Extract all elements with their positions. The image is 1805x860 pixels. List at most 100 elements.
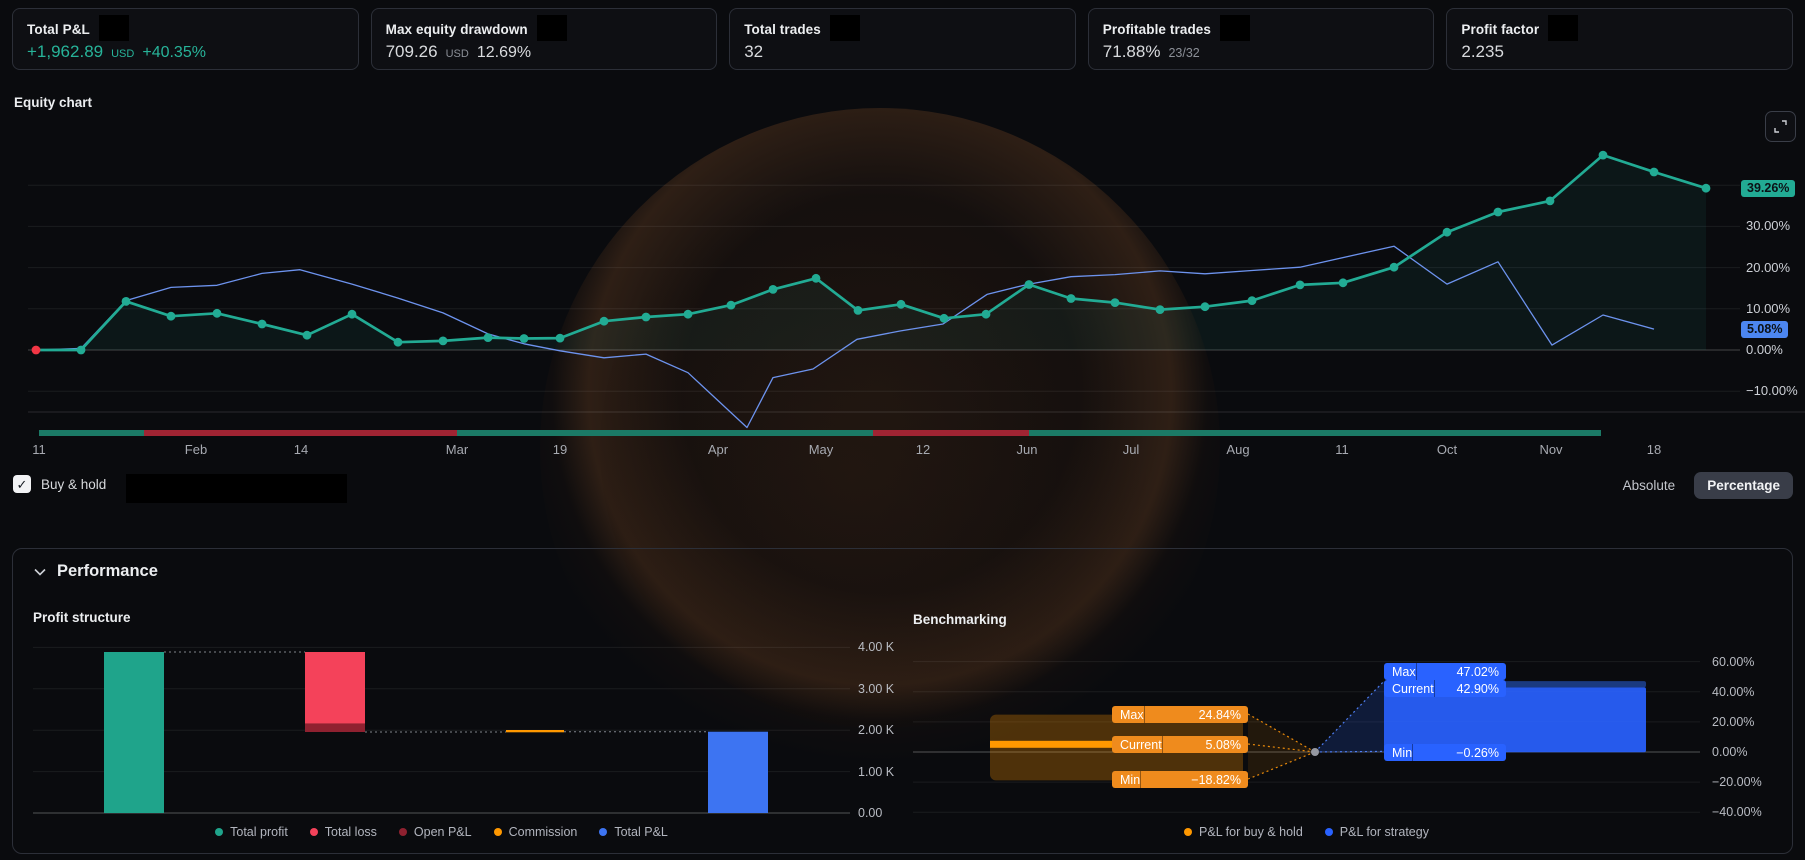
stat-card-value: +1,962.89	[27, 42, 104, 61]
legend-item: Total P&L	[599, 825, 668, 839]
stat-card-value: 71.88%	[1102, 42, 1161, 61]
legend-item: Open P&L	[398, 825, 472, 839]
range-value: 5.08%	[1161, 736, 1248, 753]
range-value: −18.82%	[1140, 771, 1248, 788]
y-axis-label: −40.00%	[1712, 805, 1762, 820]
x-axis-date-label: Mar	[445, 442, 469, 457]
x-axis-date-label: Aug	[1226, 442, 1250, 457]
y-axis-label: 0.00%	[1712, 745, 1748, 759]
stat-card-value-row: 709.26 USD 12.69%	[386, 42, 703, 62]
range-value: 47.02%	[1415, 663, 1506, 680]
y-axis-label: 20.00%	[1746, 259, 1791, 275]
stat-card-title: Total P&L	[27, 22, 90, 37]
buy-hold-toggle[interactable]: ✓ Buy & hold	[13, 475, 106, 493]
chevron-down-icon	[34, 568, 46, 576]
stat-card-value-row: 2.235	[1461, 42, 1778, 62]
stat-card-title-row: Profit factor	[1461, 15, 1778, 41]
y-axis-label: 3.00 K	[858, 681, 895, 696]
stat-card-title: Total trades	[744, 22, 821, 37]
range-label-row: Current 42.90%	[1384, 680, 1506, 697]
y-axis-label: 10.00%	[1746, 300, 1791, 316]
x-axis-date-label: 18	[1646, 442, 1662, 457]
x-axis-date-label: Jul	[1122, 442, 1140, 457]
range-value: 24.84%	[1143, 706, 1248, 723]
x-axis-date-label: Apr	[707, 442, 729, 457]
y-axis-label: 0.00%	[1746, 342, 1783, 357]
redacted-block	[536, 15, 567, 41]
range-label: Min	[1392, 745, 1413, 760]
stat-card-value: 23/32	[1168, 46, 1200, 60]
redacted-block	[98, 15, 129, 41]
range-label: Max	[1120, 707, 1144, 722]
stat-card-value: 2.235	[1461, 42, 1504, 61]
stat-card-value: 12.69%	[476, 44, 532, 61]
stat-card-value-row: 71.88% 23/32	[1103, 42, 1420, 62]
stat-card-title-row: Profitable trades	[1102, 15, 1420, 41]
x-axis-date-label: Oct	[1436, 442, 1458, 457]
legend-dot	[398, 828, 407, 836]
legend-dot	[309, 828, 318, 836]
percentage-toggle[interactable]: Percentage	[1694, 472, 1793, 499]
last-value-badge: 39.26%	[1741, 179, 1796, 197]
redacted-block	[1548, 15, 1579, 41]
y-axis-label: 4.00 K	[858, 640, 895, 655]
range-label: Min	[1120, 772, 1141, 787]
legend-label: Total profit	[230, 825, 288, 839]
equity-chart-title: Equity chart	[14, 95, 93, 110]
y-axis-label: 2.00 K	[858, 723, 895, 738]
stat-card-value-row: 32	[744, 42, 1061, 62]
stat-card-title: Max equity drawdown	[385, 22, 528, 37]
profit-structure-legend: Total profit Total loss Open P&L Commission…	[33, 825, 850, 839]
stat-card-title-row: Total trades	[744, 15, 1061, 41]
range-value: −0.26%	[1412, 744, 1506, 761]
expand-icon	[1774, 120, 1787, 133]
absolute-toggle[interactable]: Absolute	[1622, 478, 1676, 493]
redacted-block	[829, 15, 860, 41]
legend-item: Total loss	[309, 825, 377, 839]
x-axis-date-label: Feb	[184, 442, 208, 457]
expand-button[interactable]	[1765, 111, 1796, 142]
buy-hold-label: Buy & hold	[41, 476, 107, 492]
stat-card: Total trades 32	[729, 8, 1076, 70]
performance-panel	[12, 548, 1793, 854]
legend-dot	[1324, 828, 1333, 836]
range-label: Current	[1392, 681, 1434, 696]
x-axis-date-label: Jun	[1016, 442, 1038, 457]
legend-dot	[215, 828, 224, 836]
range-label-row: Current 5.08%	[1112, 736, 1248, 753]
stat-card-value: USD	[111, 48, 135, 60]
performance-title: Performance	[57, 562, 158, 580]
legend-dot	[599, 828, 608, 836]
y-axis-label: 60.00%	[1712, 654, 1755, 669]
checkbox-checked-icon[interactable]: ✓	[13, 475, 31, 493]
range-value: 42.90%	[1433, 680, 1506, 697]
legend-label: P&L for strategy	[1339, 825, 1429, 839]
display-mode-switch: Absolute Percentage	[1623, 472, 1793, 499]
performance-section-header[interactable]: Performance	[34, 562, 158, 581]
y-axis-label: 40.00%	[1712, 684, 1755, 699]
y-axis-label: −10.00%	[1746, 383, 1798, 399]
range-label-row: Min −0.26%	[1384, 744, 1506, 761]
y-axis-label: −20.00%	[1712, 775, 1762, 790]
stat-card-title-row: Max equity drawdown	[385, 15, 703, 41]
y-axis-label: 20.00%	[1712, 714, 1755, 729]
legend-dot	[493, 828, 502, 836]
x-axis-date-label: 14	[293, 442, 309, 457]
benchmarking-title: Benchmarking	[913, 612, 1007, 627]
legend-item: P&L for strategy	[1324, 825, 1429, 839]
stat-card-value: 32	[744, 42, 764, 61]
stat-card: Profit factor 2.235	[1446, 8, 1793, 70]
range-label: Current	[1120, 737, 1162, 752]
stat-card-value: USD	[445, 48, 469, 60]
legend-dot	[1184, 828, 1193, 836]
x-axis-date-label: 12	[915, 442, 931, 457]
stat-card: Profitable trades 71.88% 23/32	[1087, 8, 1435, 70]
redacted-block	[1220, 15, 1251, 41]
stat-card-title: Profitable trades	[1102, 22, 1212, 37]
x-axis-date-label: Nov	[1539, 442, 1563, 457]
x-axis-date-label: 11	[1335, 442, 1349, 457]
range-label: Max	[1392, 664, 1416, 679]
legend-label: Total loss	[324, 825, 377, 839]
